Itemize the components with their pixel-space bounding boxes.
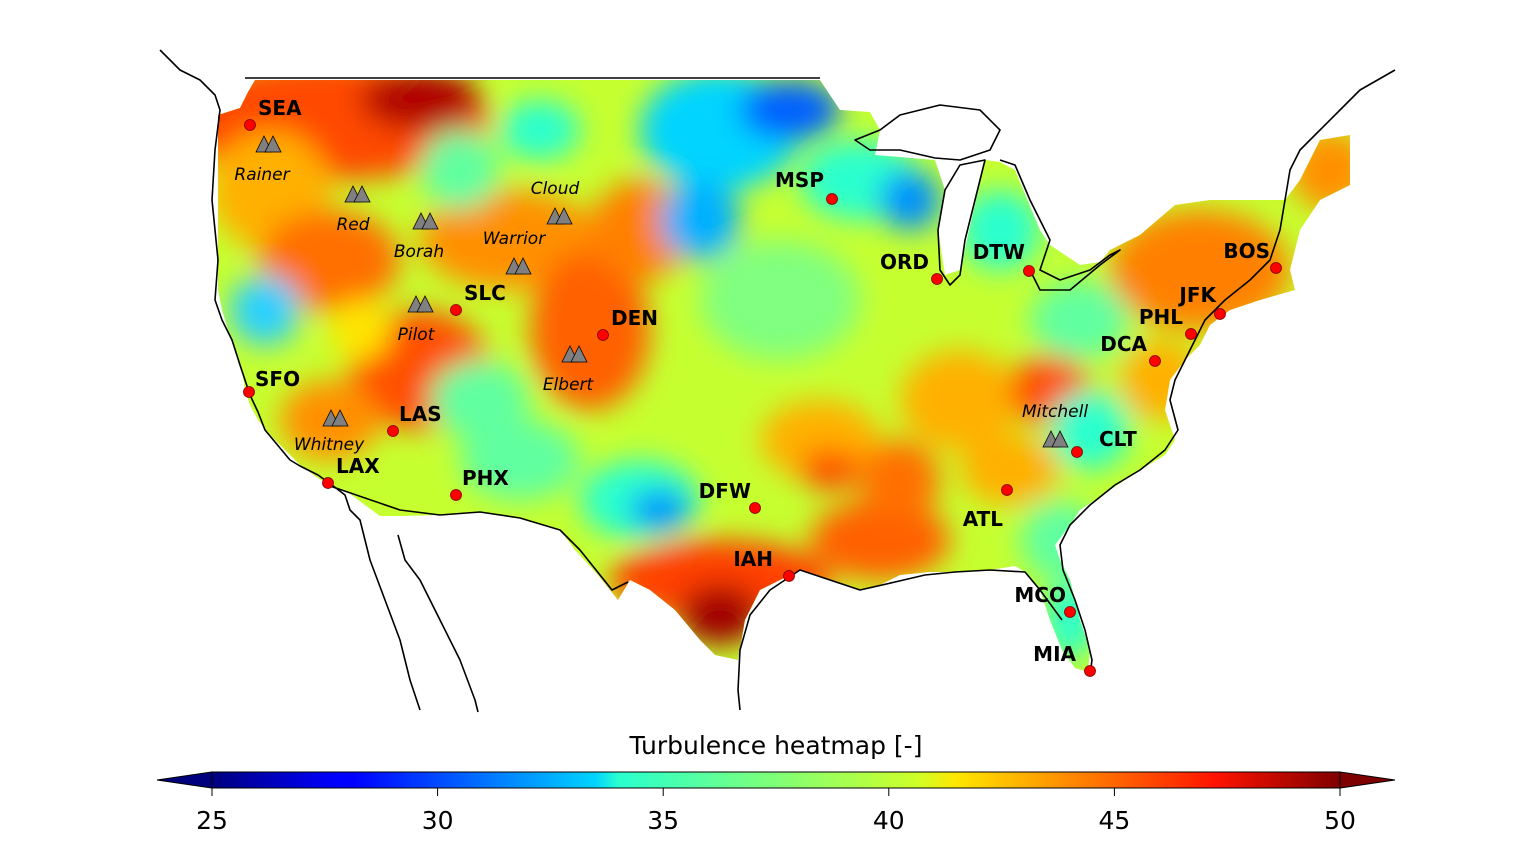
- colorbar-tick-label: 40: [873, 806, 905, 835]
- mountain-icon: [412, 212, 439, 230]
- lake-michigan: [937, 159, 986, 286]
- airport-marker-phx: [450, 489, 462, 501]
- great-lakes-superior: [854, 104, 1001, 161]
- colorbar-bar: [211, 771, 1341, 789]
- colorbar-tick-label: 45: [1098, 806, 1130, 835]
- airport-markers: SEA SFO LAX LAS PHX SLC DEN DFW IAH MSP ORD DTW ATL C…: [243, 96, 1282, 677]
- airport-marker-sfo: [243, 386, 255, 398]
- baja-peninsula: [397, 534, 479, 713]
- peak-label-mitchell: Mitchell: [1022, 402, 1088, 422]
- colorbar-tick-label: 25: [196, 806, 228, 835]
- colorbar-tick-label: 50: [1324, 806, 1356, 835]
- airport-label-den: DEN: [611, 306, 658, 330]
- airport-label-sea: SEA: [258, 96, 302, 120]
- airport-marker-ord: [931, 273, 943, 285]
- peak-label-pilot: Pilot: [398, 325, 436, 345]
- mountain-icon: [505, 257, 532, 275]
- peak-label-cloud: Cloud: [531, 179, 580, 199]
- airport-marker-sea: [244, 119, 256, 131]
- airport-label-dfw: DFW: [699, 479, 751, 503]
- peak-label-elbert: Elbert: [543, 375, 595, 395]
- airport-label-dtw: DTW: [973, 240, 1025, 264]
- west-coast: [159, 49, 421, 711]
- airport-marker-mia: [1084, 665, 1096, 677]
- colorbar-max-extend: [1339, 771, 1396, 789]
- airport-marker-atl: [1001, 484, 1013, 496]
- airport-label-ord: ORD: [880, 250, 929, 274]
- airport-label-dca: DCA: [1100, 332, 1147, 356]
- airport-label-mia: MIA: [1033, 642, 1076, 666]
- airport-marker-dca: [1149, 355, 1161, 367]
- peak-label-borah: Borah: [394, 242, 444, 262]
- airport-label-las: LAS: [399, 402, 442, 426]
- airport-marker-bos: [1270, 262, 1282, 274]
- airport-marker-dfw: [749, 502, 761, 514]
- airport-marker-phl: [1185, 328, 1197, 340]
- mountain-icon: [344, 185, 371, 203]
- mountain-icon: [407, 295, 434, 313]
- peak-label-rainer: Rainer: [234, 165, 290, 185]
- airport-label-lax: LAX: [336, 454, 380, 478]
- peak-label-red: Red: [336, 215, 369, 235]
- airport-marker-lax: [322, 477, 334, 489]
- airport-label-msp: MSP: [775, 168, 824, 192]
- heatmap-field: [218, 80, 1350, 672]
- airport-label-atl: ATL: [963, 507, 1004, 531]
- lake-huron-erie: [999, 159, 1121, 291]
- mountain-icon: [561, 345, 588, 363]
- colorbar-ticks: 25 30 35 40 45 50: [196, 788, 1356, 835]
- mountain-icon: [546, 207, 573, 225]
- colorbar-tick-label: 30: [422, 806, 454, 835]
- mexico-border: [329, 485, 629, 591]
- airport-label-slc: SLC: [464, 281, 506, 305]
- gulf-coast: [737, 569, 1063, 711]
- airport-marker-mco: [1064, 606, 1076, 618]
- airport-marker-iah: [783, 570, 795, 582]
- colorbar-label: Turbulence heatmap [-]: [629, 731, 923, 760]
- airport-label-phx: PHX: [462, 466, 509, 490]
- airport-label-bos: BOS: [1223, 239, 1270, 263]
- peak-markers: Rainer Red Borah Cloud Warrior Pilot Elbert Whi…: [234, 135, 1088, 455]
- airport-label-iah: IAH: [733, 547, 773, 571]
- airport-marker-den: [597, 329, 609, 341]
- airport-marker-slc: [450, 304, 462, 316]
- colorbar-min-extend: [156, 771, 213, 789]
- airport-marker-dtw: [1023, 265, 1035, 277]
- airport-label-clt: CLT: [1099, 427, 1137, 451]
- mountain-icon: [322, 409, 349, 427]
- airport-marker-las: [387, 425, 399, 437]
- peak-label-warrior: Warrior: [483, 229, 546, 249]
- airport-label-mco: MCO: [1014, 583, 1066, 607]
- airport-label-sfo: SFO: [255, 367, 300, 391]
- mountain-icon: [1042, 430, 1069, 448]
- airport-label-phl: PHL: [1139, 305, 1183, 329]
- airport-marker-jfk: [1214, 308, 1226, 320]
- airport-label-jfk: JFK: [1177, 283, 1217, 307]
- peak-label-whitney: Whitney: [294, 435, 365, 455]
- colorbar: Turbulence heatmap [-] 25 30 35 40 45 50: [156, 731, 1396, 835]
- airport-marker-msp: [826, 193, 838, 205]
- coastlines: [159, 49, 1396, 713]
- airport-marker-clt: [1071, 446, 1083, 458]
- east-coast: [1059, 69, 1396, 676]
- mountain-icon: [255, 135, 282, 153]
- colorbar-tick-label: 35: [647, 806, 679, 835]
